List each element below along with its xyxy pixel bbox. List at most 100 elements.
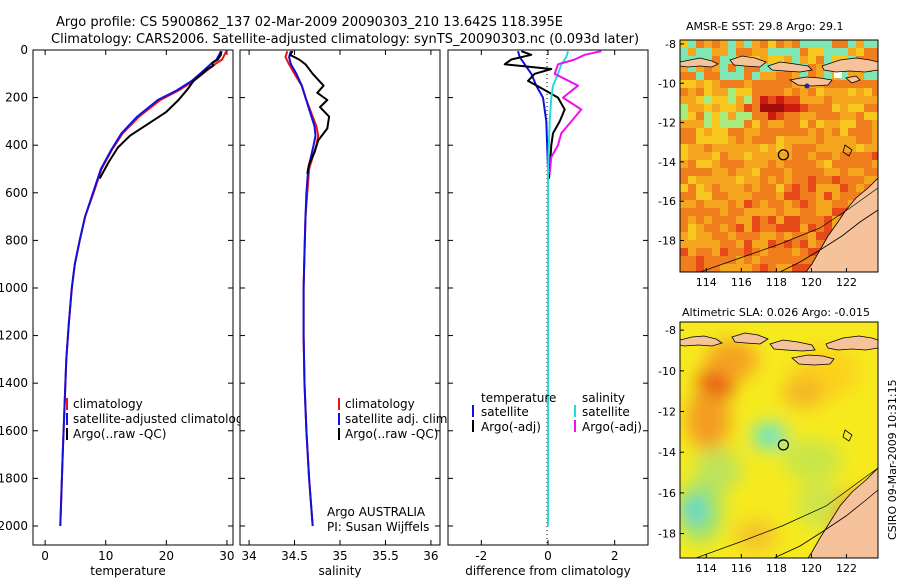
sst-cell: [728, 168, 736, 176]
sst-cell: [848, 152, 856, 160]
sst-cell: [744, 232, 752, 240]
sst-cell: [712, 200, 720, 208]
sst-cell: [720, 136, 728, 144]
sst-cell: [856, 112, 864, 120]
sst-cell: [832, 168, 840, 176]
sst-map-frame: [679, 39, 879, 273]
sst-cell: [728, 248, 736, 256]
sst-cell: [816, 56, 824, 64]
sst-cell: [872, 136, 878, 144]
sst-cell: [872, 56, 878, 64]
sst-ytick-label: -12: [658, 117, 676, 130]
sst-reef-outline: [842, 144, 853, 157]
sst-cell: [792, 48, 800, 56]
depth-tick-label: 1400: [0, 376, 28, 390]
sla-ytick-label: -14: [658, 446, 676, 459]
sst-cell: [744, 144, 752, 152]
sst-cell: [776, 88, 784, 96]
sst-cell: [840, 168, 848, 176]
sst-cell: [776, 40, 784, 48]
sst-cell: [808, 160, 816, 168]
sst-cell: [736, 152, 744, 160]
sst-cell: [752, 64, 760, 72]
sst-cell: [832, 216, 840, 224]
sst-cell: [776, 152, 784, 160]
sst-cell: [680, 64, 688, 72]
sst-cell: [840, 200, 848, 208]
sst-cell: [776, 192, 784, 200]
sst-cell: [736, 224, 744, 232]
sst-cell: [800, 40, 808, 48]
sst-cell: [792, 152, 800, 160]
sst-cell: [688, 248, 696, 256]
sst-cell: [728, 232, 736, 240]
sst-cell: [680, 104, 688, 112]
sst-cell: [704, 256, 712, 264]
sst-cell: [744, 240, 752, 248]
sst-cell: [680, 120, 688, 128]
sst-cell: [688, 144, 696, 152]
legend-label-climatology: climatology: [345, 397, 415, 411]
sst-cell: [808, 48, 816, 56]
sst-cell: [808, 136, 816, 144]
sst-cell: [704, 216, 712, 224]
sst-cell: [744, 200, 752, 208]
sst-cell: [776, 224, 784, 232]
sst-cell: [704, 152, 712, 160]
sst-cell: [752, 40, 760, 48]
sst-cell: [808, 88, 816, 96]
sst-cell: [760, 88, 768, 96]
sst-cell: [696, 152, 704, 160]
sst-cell: [760, 128, 768, 136]
sst-cell: [680, 208, 688, 216]
sst-cell: [736, 80, 744, 88]
sst-cell: [760, 240, 768, 248]
sst-cell: [776, 112, 784, 120]
temperature-series-satellite-adjusted-climatology: [59, 50, 222, 527]
sst-cell: [760, 264, 768, 272]
sst-cell: [856, 176, 864, 184]
sst-cell: [736, 144, 744, 152]
sst-cell: [840, 136, 848, 144]
sst-cell: [696, 104, 704, 112]
sst-cell: [776, 216, 784, 224]
sst-cell: [848, 168, 856, 176]
sst-cell: [760, 120, 768, 128]
sst-cell: [696, 64, 704, 72]
sst-cell: [728, 80, 736, 88]
sst-cell: [752, 104, 760, 112]
sst-cell: [824, 168, 832, 176]
sst-cell: [720, 216, 728, 224]
depth-tick-label: 400: [5, 138, 28, 152]
sst-cell: [744, 248, 752, 256]
temperature-legend: climatology satellite-adjusted climatolo…: [66, 397, 251, 441]
sst-cell: [808, 208, 816, 216]
sst-cell: [816, 184, 824, 192]
sst-cell: [736, 216, 744, 224]
legend-title-temperature: temperature: [481, 391, 556, 405]
sst-cell: [832, 184, 840, 192]
sst-cell: [848, 160, 856, 168]
sst-cell: [712, 56, 720, 64]
sst-cell: [792, 224, 800, 232]
sst-cell: [784, 248, 792, 256]
sst-cell: [800, 128, 808, 136]
sst-cell: [800, 176, 808, 184]
sst-cell: [752, 88, 760, 96]
sst-cell: [808, 56, 816, 64]
sst-cell: [848, 112, 856, 120]
sst-cell: [752, 152, 760, 160]
sst-cell: [768, 104, 776, 112]
sst-cell: [832, 40, 840, 48]
sst-cell: [808, 184, 816, 192]
sst-cell: [864, 136, 872, 144]
sst-cell: [840, 80, 848, 88]
sst-cell: [832, 48, 840, 56]
sst-cell: [712, 264, 720, 272]
sst-cell: [832, 80, 840, 88]
sst-cell: [872, 168, 878, 176]
sst-cell: [760, 64, 768, 72]
sst-cell: [712, 72, 720, 80]
sst-cell: [752, 96, 760, 104]
sst-cell: [720, 176, 728, 184]
